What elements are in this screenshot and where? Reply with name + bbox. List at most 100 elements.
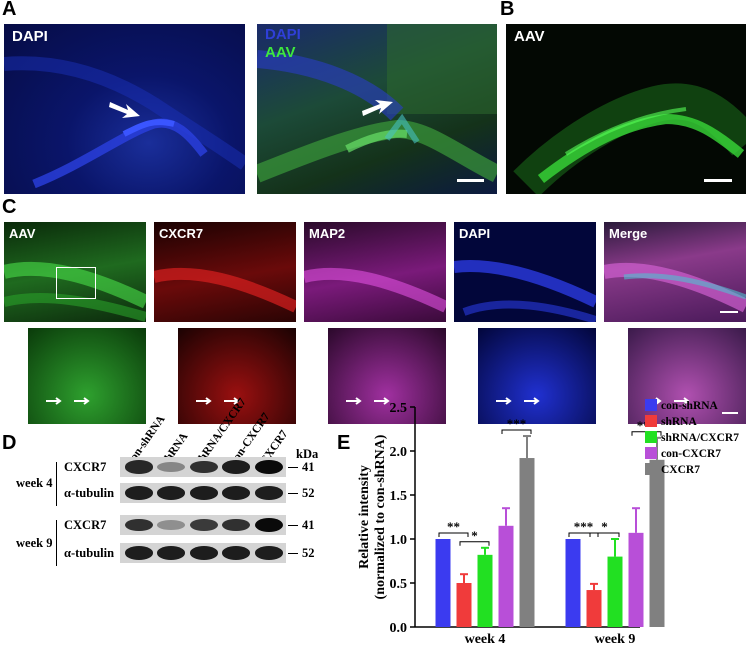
bar-chart: 0.0 0.5 1.0 1.5 2.0 2.5 Relative intensity (nor… <box>357 399 739 643</box>
dapi-structure <box>4 56 245 189</box>
label-c-merge: Merge <box>609 226 648 241</box>
kda-value: 52 <box>302 486 315 500</box>
cxcr7-zoom <box>178 328 296 424</box>
kda-tick <box>288 467 298 468</box>
significance-bracket <box>438 532 469 537</box>
protein-cxcr7: CXCR7 <box>64 460 107 474</box>
map2-zoom <box>328 328 446 424</box>
blot-band <box>157 461 185 473</box>
bar <box>477 554 493 627</box>
blot-band <box>125 486 153 500</box>
significance-label: * <box>601 519 608 534</box>
label-aav: AAV <box>514 28 545 45</box>
blot-band <box>255 518 283 532</box>
significance-label: * <box>471 528 478 543</box>
bracket <box>56 520 57 566</box>
blot-band <box>125 546 153 560</box>
aav-zoom <box>28 328 146 424</box>
panel-letter-b: B <box>500 0 515 20</box>
dapi-zoom <box>478 328 596 424</box>
panel-letter-c: C <box>2 196 17 218</box>
significance-bracket <box>459 541 490 546</box>
merge-zoom <box>628 328 746 424</box>
y-tick-label: 1.5 <box>390 489 408 504</box>
scale-bar <box>704 179 732 182</box>
y-tick-label: 2.0 <box>390 445 408 460</box>
bar <box>628 532 644 627</box>
blot-band <box>157 520 185 530</box>
kda-tick <box>288 525 298 526</box>
protein-tubulin: α-tubulin <box>64 486 115 500</box>
blot-band <box>190 546 218 560</box>
dapi-channel: DAPI <box>454 222 596 322</box>
blot-band <box>255 546 283 560</box>
y-tick-label: 1.0 <box>390 533 408 548</box>
bar <box>649 459 665 627</box>
legend-swatch <box>645 463 657 475</box>
label-c-aav: AAV <box>9 226 36 241</box>
legend-swatch <box>645 399 657 411</box>
y-tick-label: 0.0 <box>390 621 408 636</box>
significance-bracket <box>589 532 620 537</box>
bar <box>498 525 514 627</box>
zoom-box <box>56 267 96 299</box>
blot-band <box>125 518 153 532</box>
blot-band <box>190 460 218 474</box>
protein-tubulin: α-tubulin <box>64 546 115 560</box>
blot-band <box>190 518 218 532</box>
dapi-aav-micrograph: DAPI AAV <box>257 24 497 194</box>
kda-tick <box>288 553 298 554</box>
bar <box>519 458 535 627</box>
aav-structure <box>513 83 746 194</box>
legend-label: con-CXCR7 <box>661 448 721 460</box>
bar <box>607 556 623 627</box>
bracket <box>56 462 57 506</box>
blot-band <box>255 486 283 500</box>
dapi-aav-structure <box>257 24 497 183</box>
panel-letter-e: E <box>337 432 351 454</box>
label-aav-green: AAV <box>265 44 296 61</box>
legend-swatch <box>645 447 657 459</box>
blot-band <box>222 486 250 500</box>
arrow-icon <box>109 102 140 118</box>
legend-swatch <box>645 415 657 427</box>
scale-bar <box>722 412 738 414</box>
kda-value: 52 <box>302 546 315 560</box>
aav-micrograph-b: AAV <box>506 24 746 194</box>
blot-band <box>157 486 185 500</box>
y-tick-label: 0.5 <box>390 577 408 592</box>
blot-band <box>222 460 250 474</box>
kda-tick <box>288 493 298 494</box>
significance-label: ** <box>447 519 460 534</box>
scale-bar <box>457 179 484 182</box>
significance-bracket <box>568 532 599 537</box>
blot-band <box>125 460 153 474</box>
panel-letter-a: A <box>2 0 17 20</box>
legend-label: con-shRNA <box>661 400 719 412</box>
blot-band <box>157 546 185 560</box>
y-tick-label: 2.5 <box>390 401 408 416</box>
kda-value: 41 <box>302 460 315 474</box>
dapi-micrograph-a: DAPI <box>4 24 245 194</box>
blot-band <box>190 486 218 500</box>
x-tick-label: week 9 <box>595 632 636 643</box>
label-c-cxcr7: CXCR7 <box>159 226 204 241</box>
blot-band <box>255 460 283 474</box>
legend-label: shRNA/CXCR7 <box>661 432 739 444</box>
aav-channel: AAV <box>4 222 146 322</box>
bar <box>565 539 581 627</box>
legend-swatch <box>645 431 657 443</box>
bar <box>586 590 602 627</box>
y-axis-label: Relative intensity <box>357 465 372 569</box>
label-dapi-blue: DAPI <box>265 26 301 43</box>
significance-label: *** <box>574 519 594 534</box>
x-tick-label: week 4 <box>465 632 506 643</box>
panel-letter-d: D <box>2 432 17 454</box>
scale-bar <box>720 311 738 313</box>
kda-label: kDa <box>296 447 319 461</box>
arrow-icon <box>362 100 393 116</box>
merge-channel: Merge <box>604 222 746 322</box>
kda-value: 41 <box>302 518 315 532</box>
week-4-label: week 4 <box>16 476 53 490</box>
y-axis-label: (normalized to con-shRNA) <box>373 434 388 599</box>
